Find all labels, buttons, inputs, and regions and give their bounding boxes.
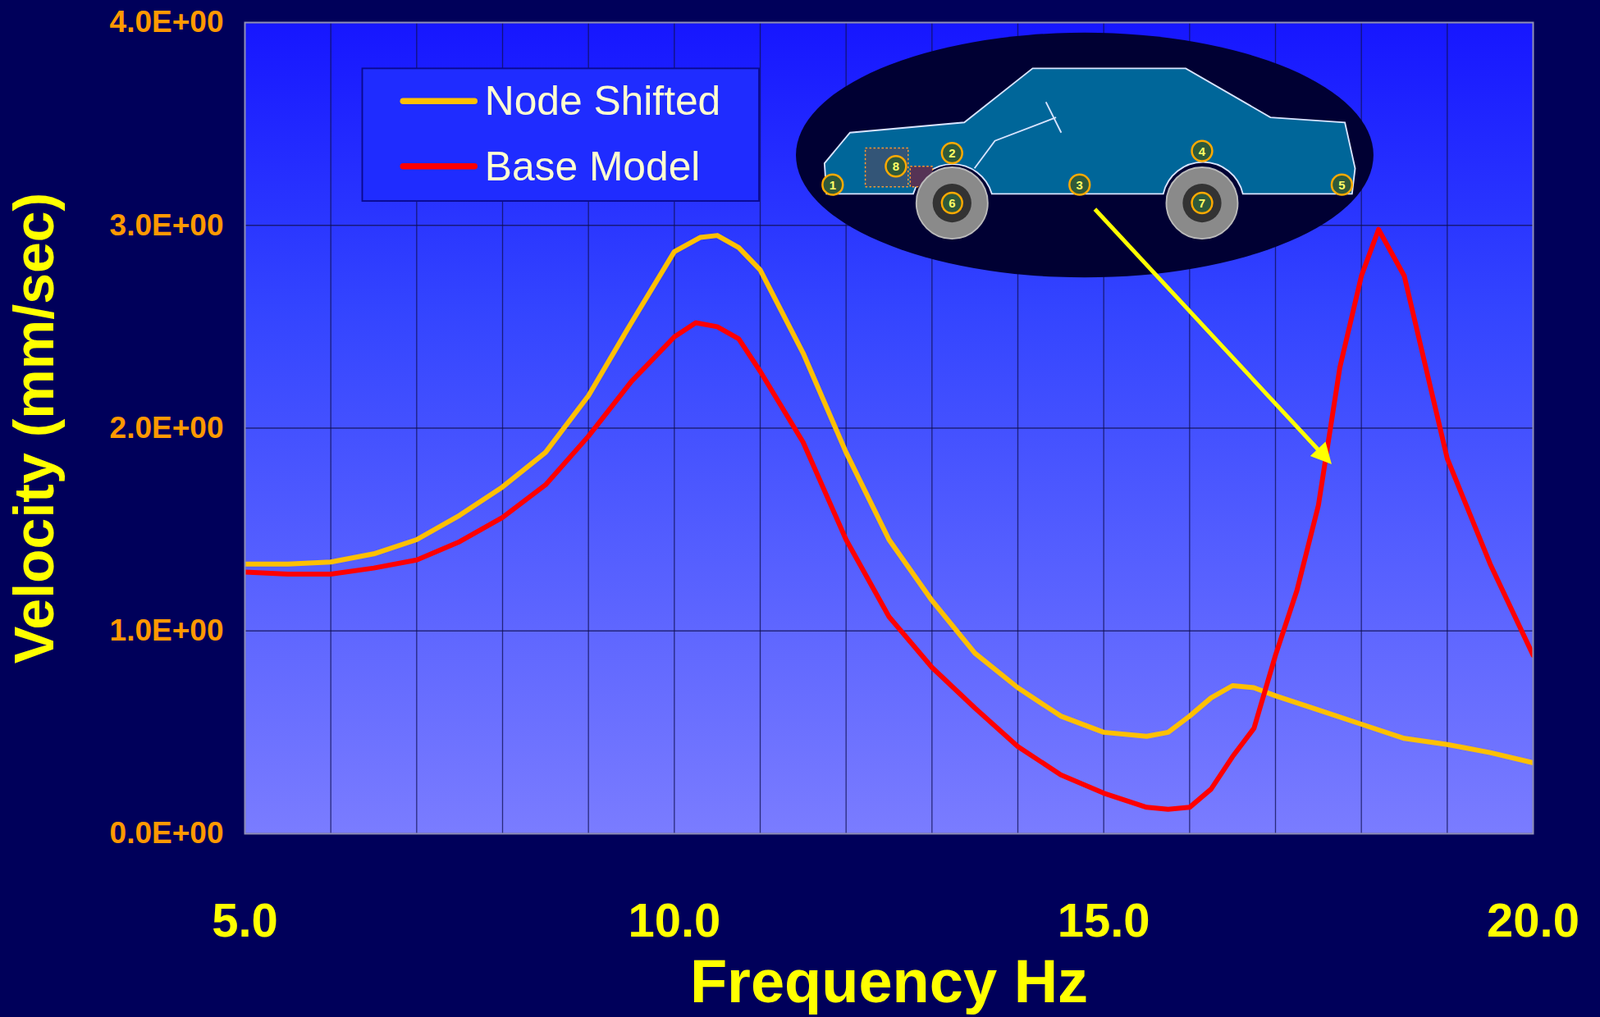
svg-text:3.0E+00: 3.0E+00 (109, 208, 224, 243)
svg-text:10.0: 10.0 (627, 893, 721, 947)
svg-text:15.0: 15.0 (1057, 893, 1151, 947)
svg-text:2: 2 (948, 146, 956, 160)
svg-text:Frequency Hz: Frequency Hz (690, 947, 1088, 1016)
svg-text:5: 5 (1338, 178, 1345, 192)
svg-text:2.0E+00: 2.0E+00 (109, 411, 224, 445)
svg-text:7: 7 (1198, 196, 1206, 211)
svg-text:4.0E+00: 4.0E+00 (109, 4, 224, 39)
svg-text:3: 3 (1076, 178, 1084, 192)
svg-text:Base Model: Base Model (484, 143, 701, 190)
svg-text:4: 4 (1198, 144, 1207, 159)
svg-text:Node Shifted: Node Shifted (484, 77, 722, 124)
svg-text:Velocity (mm/sec): Velocity (mm/sec) (2, 192, 65, 664)
svg-text:6: 6 (948, 196, 956, 211)
svg-text:5.0: 5.0 (211, 893, 279, 947)
svg-text:8: 8 (892, 159, 900, 174)
svg-text:1: 1 (829, 178, 837, 192)
svg-text:1.0E+00: 1.0E+00 (109, 613, 224, 648)
svg-text:20.0: 20.0 (1486, 893, 1580, 947)
svg-text:0.0E+00: 0.0E+00 (109, 816, 224, 851)
